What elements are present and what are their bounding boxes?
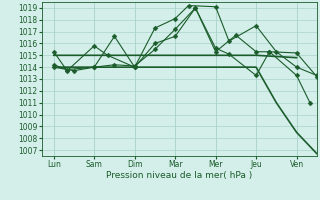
- X-axis label: Pression niveau de la mer( hPa ): Pression niveau de la mer( hPa ): [106, 171, 252, 180]
